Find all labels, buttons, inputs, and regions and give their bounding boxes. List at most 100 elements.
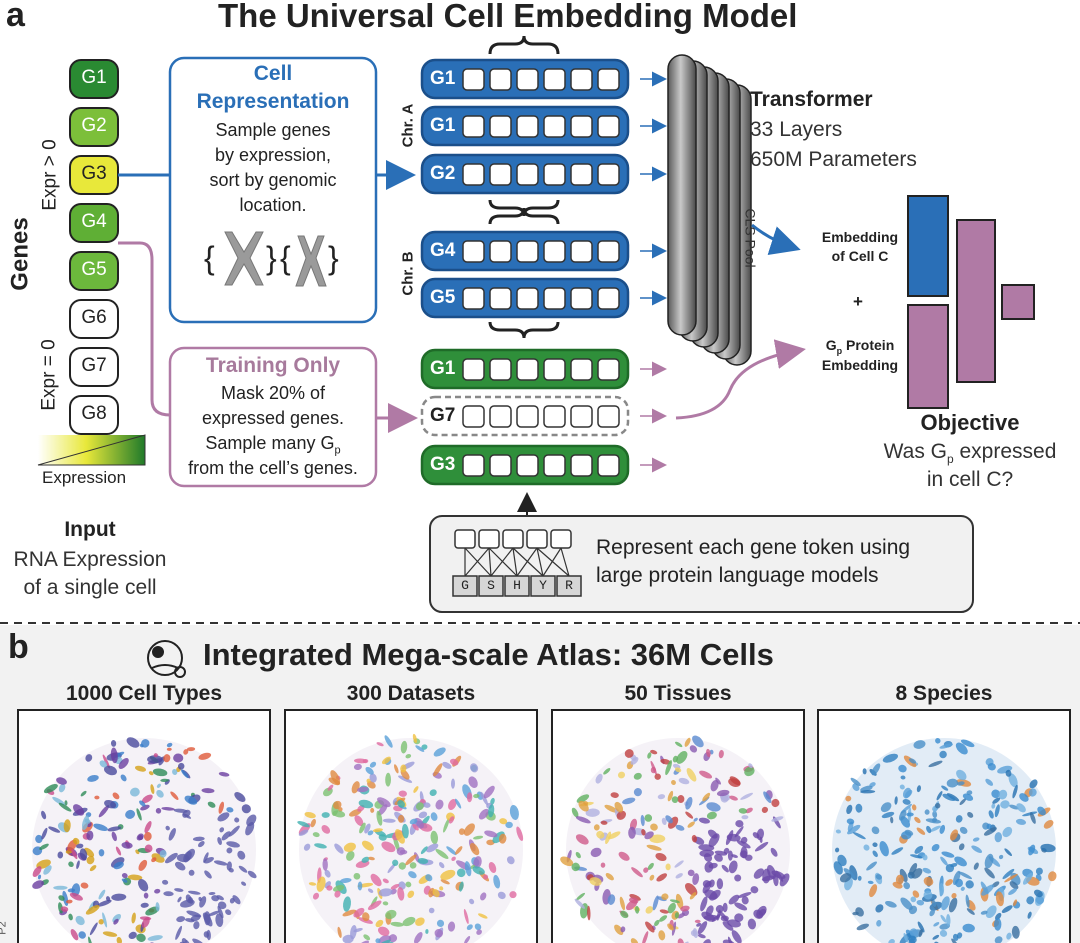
atlas-cluster — [364, 823, 371, 834]
atlas-cluster — [593, 824, 600, 831]
atlas-cluster — [89, 865, 97, 872]
atlas-cluster — [659, 915, 668, 922]
atlas-cluster — [163, 891, 174, 897]
atlas-cluster — [152, 768, 168, 777]
token-cell — [597, 358, 620, 381]
atlas-cluster — [939, 929, 948, 937]
atlas-cluster — [367, 830, 374, 836]
atlas-cluster — [761, 806, 769, 813]
atlas-cluster — [332, 810, 346, 818]
atlas-cluster — [952, 870, 961, 886]
atlas-cluster — [241, 881, 247, 886]
atlas-cluster — [869, 782, 876, 788]
plm-embedding-cell — [478, 529, 500, 549]
atlas-cluster — [156, 789, 164, 798]
token-cell — [516, 405, 539, 428]
atlas-cluster — [98, 889, 106, 900]
atlas-cluster — [450, 758, 459, 766]
atlas-cluster — [456, 868, 466, 878]
atlas-cluster — [432, 889, 440, 898]
plm-connection — [516, 547, 538, 577]
atlas-cluster — [835, 829, 841, 834]
atlas-cluster — [468, 776, 478, 788]
atlas-cluster — [700, 896, 708, 912]
atlas-cluster — [1048, 871, 1057, 882]
atlas-cluster — [770, 847, 778, 857]
atlas-cluster — [1009, 881, 1019, 890]
atlas-cluster — [80, 882, 89, 889]
atlas-cluster — [766, 865, 777, 880]
token-cell — [543, 287, 566, 310]
atlas-cluster — [731, 930, 742, 943]
atlas-cluster — [603, 768, 611, 775]
atlas-cluster — [994, 804, 1000, 818]
atlas-cluster — [1005, 769, 1012, 777]
atlas-cluster — [1008, 888, 1018, 895]
atlas-cluster — [649, 834, 666, 844]
atlas-cluster — [658, 930, 666, 941]
atlas-cluster — [390, 884, 400, 890]
token-cell — [462, 405, 485, 428]
atlas-cluster — [330, 770, 341, 785]
atlas-cluster — [464, 861, 472, 877]
atlas-cluster — [652, 895, 659, 911]
atlas-cluster — [955, 742, 968, 755]
atlas-cluster — [308, 882, 317, 886]
atlas-cluster — [942, 793, 956, 802]
atlas-cluster — [986, 823, 992, 830]
atlas-cluster — [671, 921, 677, 936]
atlas-cluster — [914, 845, 924, 854]
atlas-cluster — [170, 791, 179, 800]
atlas-cluster — [156, 783, 161, 788]
atlas-cluster — [946, 914, 951, 927]
atlas-cluster — [644, 814, 653, 822]
atlas-cluster — [925, 818, 942, 824]
token-cell — [543, 115, 566, 138]
atlas-cluster — [366, 778, 371, 783]
atlas-cluster — [118, 758, 129, 769]
atlas-cluster — [771, 798, 780, 808]
atlas-cluster — [173, 753, 184, 763]
atlas-cluster — [408, 871, 417, 879]
atlas-cluster — [112, 792, 120, 800]
plm-connection — [464, 547, 490, 577]
atlas-cluster — [667, 902, 676, 914]
atlas-cluster — [866, 861, 877, 871]
atlas-cluster — [1028, 788, 1037, 797]
atlas-cluster — [898, 809, 907, 821]
atlas-cluster — [620, 910, 629, 919]
atlas-cluster — [120, 774, 127, 782]
atlas-cluster — [127, 874, 143, 881]
atlas-cluster — [711, 914, 721, 922]
atlas-cluster — [595, 773, 603, 784]
atlas-cluster — [741, 815, 749, 820]
atlas-cluster — [702, 880, 712, 894]
atlas-cluster — [204, 870, 212, 879]
atlas-cluster — [984, 867, 995, 879]
atlas-cluster — [903, 932, 909, 943]
atlas-cluster — [722, 939, 736, 943]
atlas-cluster — [346, 850, 355, 861]
atlas-cluster — [650, 760, 657, 775]
token-cell — [570, 287, 593, 310]
atlas-cluster — [104, 799, 117, 809]
atlas-cluster — [430, 812, 438, 821]
atlas-cluster — [871, 826, 880, 835]
atlas-cluster — [417, 858, 429, 864]
atlas-panels — [17, 709, 1071, 943]
atlas-cluster — [941, 896, 950, 911]
atlas-cluster — [940, 856, 948, 866]
atlas-cluster — [192, 836, 205, 842]
atlas-cluster — [702, 792, 711, 802]
atlas-cluster — [232, 895, 241, 905]
atlas-cluster — [697, 933, 706, 939]
atlas-cluster — [747, 918, 757, 930]
atlas-cluster — [86, 830, 94, 841]
atlas-cluster — [931, 899, 937, 907]
token-cell — [516, 287, 539, 310]
atlas-cluster — [237, 850, 246, 860]
atlas-cluster — [723, 847, 730, 855]
atlas-cluster — [377, 797, 391, 808]
atlas-cluster — [940, 914, 947, 923]
atlas-cluster — [845, 795, 852, 802]
